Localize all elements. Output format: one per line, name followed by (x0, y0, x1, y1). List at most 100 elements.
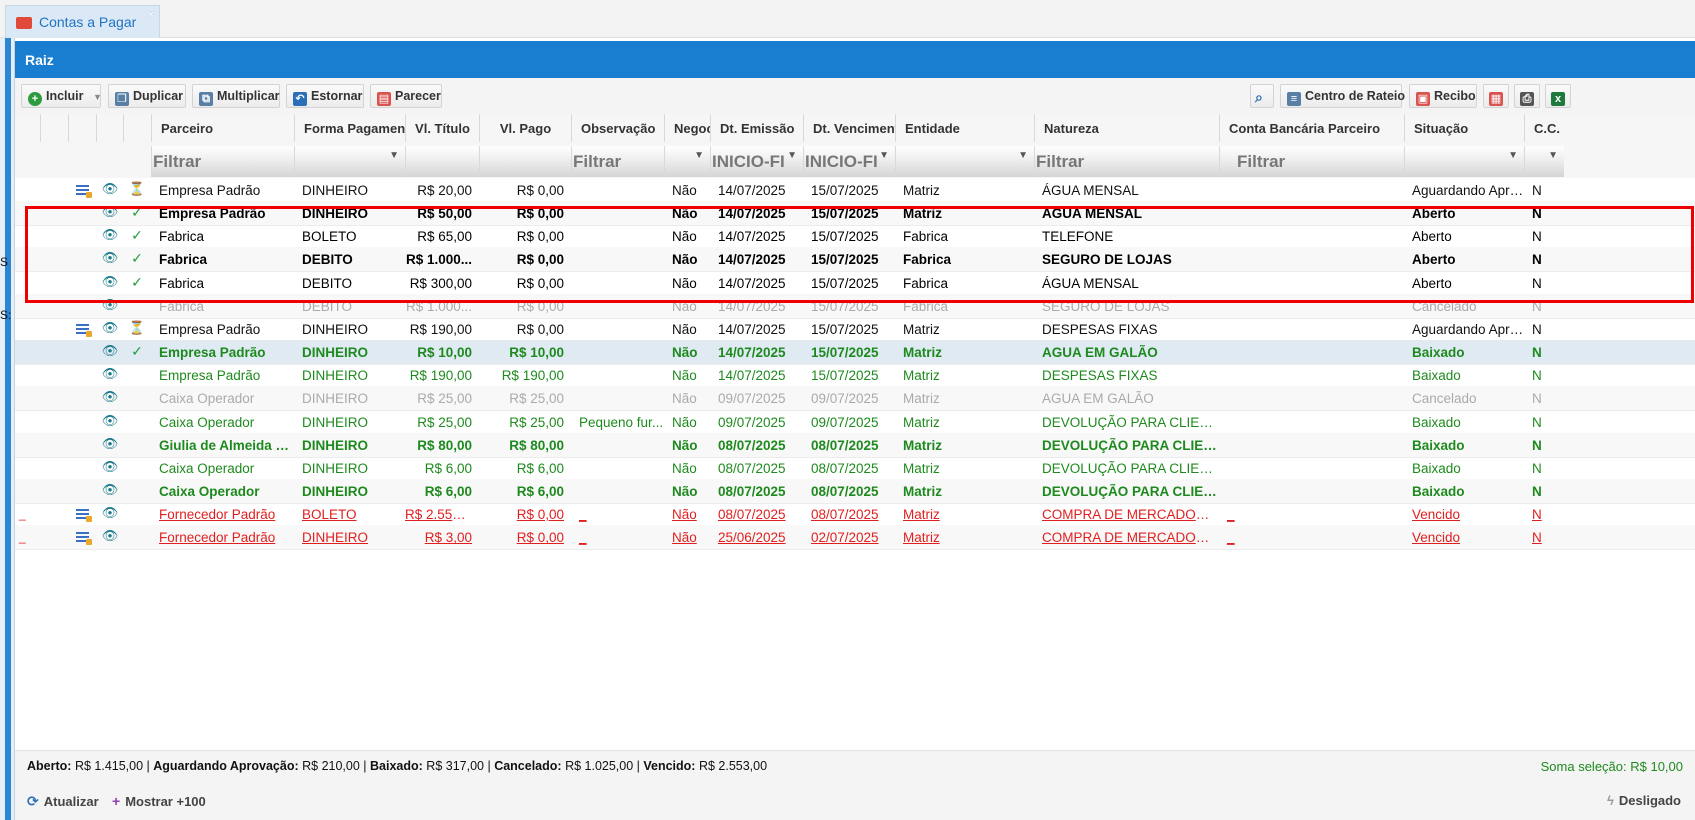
recibo-button[interactable]: ▣ Recibo (1409, 84, 1477, 108)
cell-negociado: Não (672, 391, 697, 407)
close-icon[interactable]: × (146, 6, 155, 22)
cell-entidade: Matriz (903, 437, 943, 453)
check-icon[interactable]: ✓ (131, 227, 143, 244)
eye-icon[interactable]: 👁 (101, 250, 119, 266)
calendar-button[interactable]: ▦ (1483, 84, 1509, 108)
cell-dt-vencimento: 08/07/2025 (811, 483, 879, 499)
table-row[interactable]: 👁 ✓ Empresa Padrão DINHEIRO R$ 50,00 R$ 0,00 N… (15, 201, 1695, 227)
eye-icon[interactable]: 👁 (101, 227, 119, 243)
col-header-cc[interactable]: C.C. (1524, 114, 1564, 142)
eye-icon[interactable]: 👁 (101, 319, 119, 335)
eye-icon[interactable]: 👁 (101, 412, 119, 428)
table-row[interactable]: 👁 Caixa Operador DINHEIRO R$ 25,00 R$ 25,00 P… (15, 410, 1695, 435)
eye-icon[interactable]: 👁 (101, 389, 119, 405)
duplicar-button[interactable]: ❐ Duplicar (108, 84, 186, 108)
cell-dt-vencimento: 15/07/2025 (811, 345, 879, 361)
cell-parceiro: Empresa Padrão (159, 321, 261, 337)
col-header-natureza[interactable]: Natureza (1034, 114, 1219, 142)
document-icon[interactable] (68, 505, 96, 525)
filter-entidade[interactable]: ▼ (895, 146, 1034, 177)
eye-icon[interactable]: 👁 (101, 435, 119, 451)
hourglass-icon: ⏳ (128, 319, 146, 335)
total-cancelado-value: R$ 1.025,00 (565, 759, 634, 773)
document-icon[interactable] (68, 181, 96, 201)
filter-vl-pago[interactable] (479, 146, 571, 177)
table-row[interactable]: 👁 Caixa Operador DINHEIRO R$ 6,00 R$ 6,00 Não… (15, 478, 1695, 504)
cell-cc: N (1532, 368, 1542, 384)
cell-vl-titulo: R$ 190,00 (409, 321, 472, 337)
chevron-down-icon: ▼ (1018, 150, 1028, 161)
side-panel-collapsed[interactable]: S S: (0, 38, 15, 820)
filter-cc[interactable]: ▼ (1524, 146, 1564, 177)
table-row[interactable]: 👁 ✓ Empresa Padrão DINHEIRO R$ 10,00 R$ 10,00… (15, 340, 1695, 366)
eye-icon[interactable]: 👁 (101, 505, 119, 521)
eye-icon[interactable]: 👁 (101, 273, 119, 289)
cell-situacao: Aguardando Apro... (1412, 321, 1524, 337)
table-row[interactable]: 👁 ⏳ Empresa Padrão DINHEIRO R$ 190,00 R$ 0,00… (15, 317, 1695, 342)
table-row[interactable]: 👁 ⏳ Empresa Padrão DINHEIRO R$ 20,00 R$ 0,00 N… (15, 178, 1695, 203)
filter-situacao[interactable]: ▼ (1404, 146, 1524, 177)
col-header-dt-emissao[interactable]: Dt. Emissão (710, 114, 803, 142)
cell-cc: N (1532, 321, 1542, 337)
filter-dt-vencimento[interactable]: INICIO-FI ▼ (803, 146, 895, 177)
document-icon[interactable] (68, 528, 96, 548)
table-row[interactable]: _ 👁 Fornecedor Padrão BOLETO R$ 2.550 ... R$ … (15, 502, 1695, 528)
filter-conta-bancaria[interactable]: Filtrar (1219, 146, 1404, 177)
filter-natureza[interactable]: Filtrar (1034, 146, 1219, 177)
table-row[interactable]: 👁 Caixa Operador DINHEIRO R$ 25,00 R$ 25,00 N… (15, 386, 1695, 412)
filter-vl-titulo[interactable] (405, 146, 479, 177)
eye-icon[interactable]: 👁 (101, 528, 119, 544)
cell-vl-pago: R$ 6,00 (516, 483, 564, 499)
centro-rateio-button[interactable]: ≡ Centro de Rateio (1280, 84, 1405, 108)
search-button[interactable]: ⌕ (1250, 84, 1274, 108)
mostrar-mais-button[interactable]: + Mostrar +100 (112, 793, 206, 809)
eye-icon[interactable]: 👁 (101, 458, 119, 474)
col-header-negociado[interactable]: Negoc (664, 114, 710, 142)
check-icon[interactable]: ✓ (131, 343, 143, 360)
col-header-entidade[interactable]: Entidade (895, 114, 1034, 142)
print-button[interactable]: ⎙ (1514, 84, 1540, 108)
check-icon[interactable]: ✓ (131, 273, 143, 290)
filter-parceiro[interactable]: Filtrar (151, 146, 294, 177)
excel-button[interactable]: x (1545, 84, 1571, 108)
table-row[interactable]: 👁 ✓ Fabrica DEBITO R$ 1.000... R$ 0,00 Não 14/0… (15, 247, 1695, 273)
eye-icon[interactable]: 👁 (101, 366, 119, 382)
footer: Aberto: R$ 1.415,00 | Aguardando Aprovaç… (15, 750, 1695, 820)
estornar-button[interactable]: ↶ Estornar (286, 84, 364, 108)
table-row[interactable]: 👁 Giulia de Almeida Teix... DINHEIRO R$ 80,… (15, 432, 1695, 458)
parecer-button[interactable]: ▤ Parecer (370, 84, 442, 108)
table-row[interactable]: _ 👁 Fornecedor Padrão DINHEIRO R$ 3,00 R$ 0,0… (15, 525, 1695, 551)
cell-conta-bancaria (1219, 484, 1404, 502)
incluir-button[interactable]: + Incluir ▼ (21, 84, 102, 108)
cell-negociado: Não (672, 368, 697, 384)
col-header-forma-pagamento[interactable]: Forma Pagamento (294, 114, 405, 142)
filter-negociado[interactable]: ▼ (664, 146, 710, 177)
check-icon[interactable]: ✓ (131, 250, 143, 267)
multiplicar-button[interactable]: ⧉ Multiplicar (192, 84, 280, 108)
tab-contas-a-pagar[interactable]: Contas a Pagar × (5, 5, 160, 38)
eye-icon[interactable]: 👁 (101, 181, 119, 196)
table-row[interactable]: 👁 Fabrica DEBITO R$ 1.000... R$ 0,00 Não 14/07… (15, 293, 1695, 319)
eye-icon[interactable]: 👁 (101, 481, 119, 497)
col-header-vl-pago[interactable]: Vl. Pago (479, 114, 571, 142)
desligado-toggle[interactable]: ϟ Desligado (1607, 793, 1681, 808)
atualizar-button[interactable]: ⟳ Atualizar (27, 793, 99, 810)
side-panel-text: S: (0, 308, 12, 322)
col-header-observacao[interactable]: Observação (571, 114, 664, 142)
col-header-situacao[interactable]: Situação (1404, 114, 1524, 142)
document-icon[interactable] (68, 320, 96, 340)
cell-negociado: Não (672, 507, 697, 523)
col-header-conta-bancaria[interactable]: Conta Bancária Parceiro (1219, 114, 1404, 142)
col-header-parceiro[interactable]: Parceiro (151, 114, 294, 142)
check-icon[interactable]: ✓ (131, 204, 143, 221)
filter-forma-pagamento[interactable]: ▼ (294, 146, 405, 177)
col-header-dt-vencimento[interactable]: Dt. Vencimento (803, 114, 895, 142)
table-row[interactable]: 👁 Empresa Padrão DINHEIRO R$ 190,00 R$ 190,0… (15, 363, 1695, 389)
col-header-vl-titulo[interactable]: Vl. Título (405, 114, 479, 142)
filter-observacao[interactable]: Filtrar (571, 146, 664, 177)
cell-vl-titulo: R$ 2.550 ... (405, 507, 475, 523)
cell-parceiro: Fornecedor Padrão (159, 530, 276, 546)
table-row[interactable]: 👁 Caixa Operador DINHEIRO R$ 6,00 R$ 6,00 Não… (15, 456, 1695, 481)
filter-dt-emissao[interactable]: INICIO-FI ▼ (710, 146, 803, 177)
eye-icon[interactable]: 👁 (101, 343, 119, 359)
